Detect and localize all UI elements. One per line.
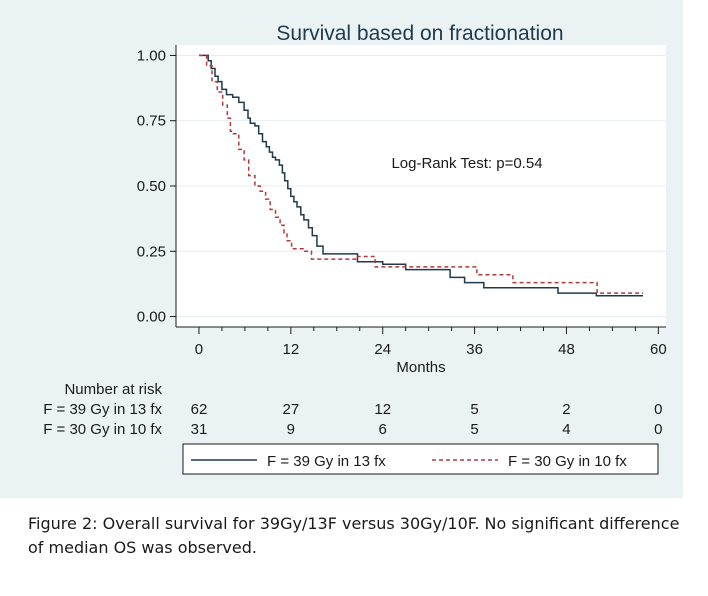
risk-count: 4 (562, 421, 570, 438)
y-tick-label: 0.00 (137, 309, 166, 326)
risk-count: 0 (654, 401, 662, 418)
y-tick-label: 0.50 (137, 178, 166, 195)
risk-count: 27 (283, 401, 300, 418)
risk-row-label: F = 30 Gy in 10 fx (43, 421, 162, 438)
log-rank-annotation: Log-Rank Test: p=0.54 (391, 155, 542, 172)
y-tick-label: 0.75 (137, 113, 166, 130)
legend-box (182, 443, 659, 475)
x-tick-label: 12 (283, 341, 300, 358)
axis-layer: 0.00 0.25 0.50 0.75 1.00 0 12 24 36 48 60 (137, 45, 667, 358)
number-at-risk-table: Number at risk F = 39 Gy in 13 fx 62 27 12 5 2… (43, 381, 662, 438)
risk-count: 12 (374, 401, 391, 418)
risk-count: 62 (191, 401, 208, 418)
risk-table-header: Number at risk (64, 381, 162, 398)
risk-count: 6 (379, 421, 387, 438)
legend-label-39gy: F = 39 Gy in 13 fx (267, 453, 386, 470)
risk-count: 0 (654, 421, 662, 438)
figure-panel: Survival based on fractionation 0.00 0.25… (0, 0, 683, 498)
figure-caption: Figure 2: Overall survival for 39Gy/13F … (28, 514, 680, 557)
survival-curve-39gy (199, 54, 643, 297)
x-tick-label: 36 (466, 341, 483, 358)
y-tick-label: 0.25 (137, 243, 166, 260)
x-tick-label: 0 (195, 341, 203, 358)
risk-count: 9 (287, 421, 295, 438)
chart-title: Survival based on fractionation (276, 22, 563, 45)
risk-count: 31 (191, 421, 208, 438)
legend: F = 39 Gy in 13 fx F = 30 Gy in 10 fx (182, 443, 659, 475)
risk-count: 5 (470, 421, 478, 438)
x-tick-label: 48 (558, 341, 575, 358)
legend-label-30gy: F = 30 Gy in 10 fx (508, 453, 627, 470)
risk-count: 2 (562, 401, 570, 418)
risk-row-label: F = 39 Gy in 13 fx (43, 401, 162, 418)
series-layer (199, 54, 643, 297)
survival-chart: Survival based on fractionation 0.00 0.25… (43, 22, 667, 475)
risk-count: 5 (470, 401, 478, 418)
x-tick-label: 24 (374, 341, 391, 358)
y-tick-label: 1.00 (137, 47, 166, 64)
x-axis-label: Months (396, 359, 445, 376)
x-tick-label: 60 (650, 341, 667, 358)
survival-curve-30gy (199, 54, 643, 294)
